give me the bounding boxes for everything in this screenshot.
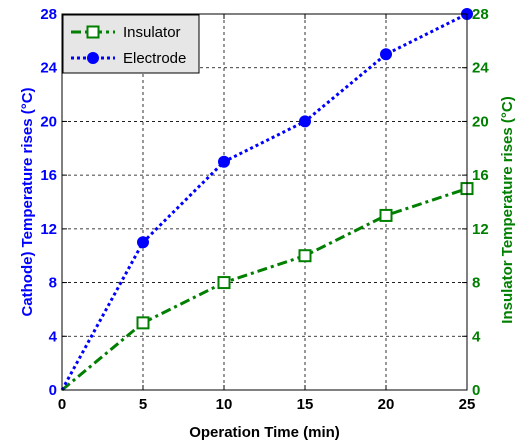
series-line-electrode (60, 12, 468, 391)
x-tick-label: 10 (216, 396, 233, 413)
right-tick-label: 16 (472, 167, 489, 184)
legend-marker (86, 25, 100, 39)
data-point-insulator (217, 276, 231, 290)
legend-box (62, 14, 200, 74)
data-point-insulator (379, 208, 393, 222)
legend: Insulator Electrode (62, 14, 200, 74)
x-tick-label: 5 (139, 396, 147, 413)
y-axis-label-right: Insulator Temperature rises (°C) (499, 96, 516, 323)
left-tick-label: 28 (40, 6, 57, 23)
data-point-electrode (137, 236, 149, 249)
data-point-electrode (299, 115, 311, 128)
right-tick-label: 28 (472, 6, 489, 23)
x-tick-label: 20 (378, 396, 395, 413)
series-layer (60, 8, 474, 392)
left-tick-label: 0 (49, 382, 57, 399)
x-tick-label: 15 (297, 396, 314, 413)
left-tick-label: 4 (49, 328, 58, 345)
series-insulator (61, 182, 474, 392)
right-tick-label: 8 (472, 275, 480, 292)
right-tick-label: 12 (472, 221, 489, 238)
data-point-insulator (298, 249, 312, 263)
right-tick-label: 24 (472, 60, 489, 77)
data-point-electrode (218, 155, 230, 168)
legend-marker (87, 52, 99, 64)
legend-entry-insulator: Insulator (71, 24, 181, 41)
x-tick-label: 0 (58, 396, 66, 413)
right-tick-label: 0 (472, 382, 480, 399)
left-axis-ticks: 0 4 8 12 16 20 24 28 (40, 6, 67, 399)
grid (62, 14, 467, 390)
data-point-electrode (380, 48, 392, 61)
right-tick-label: 20 (472, 113, 489, 130)
left-tick-label: 24 (40, 60, 57, 77)
left-tick-label: 16 (40, 167, 57, 184)
plot-frame (61, 13, 468, 391)
x-tick-label: 25 (459, 396, 476, 413)
y-axis-label-left: Cathode) Temperature rises (°C) (19, 87, 36, 316)
left-tick-label: 8 (49, 275, 57, 292)
x-axis-label: Operation Time (min) (189, 424, 340, 441)
x-axis-ticks: 0 5 10 15 20 25 (58, 14, 476, 413)
right-tick-label: 4 (472, 328, 481, 345)
legend-label: Electrode (123, 50, 186, 67)
legend-label: Insulator (123, 24, 181, 41)
left-tick-label: 20 (40, 113, 57, 130)
left-tick-label: 12 (40, 221, 57, 238)
data-point-insulator (136, 316, 150, 330)
right-axis-ticks: 0 4 8 12 16 20 24 28 (462, 6, 489, 399)
series-line-insulator (61, 187, 468, 392)
legend-entry-electrode: Electrode (71, 50, 186, 67)
